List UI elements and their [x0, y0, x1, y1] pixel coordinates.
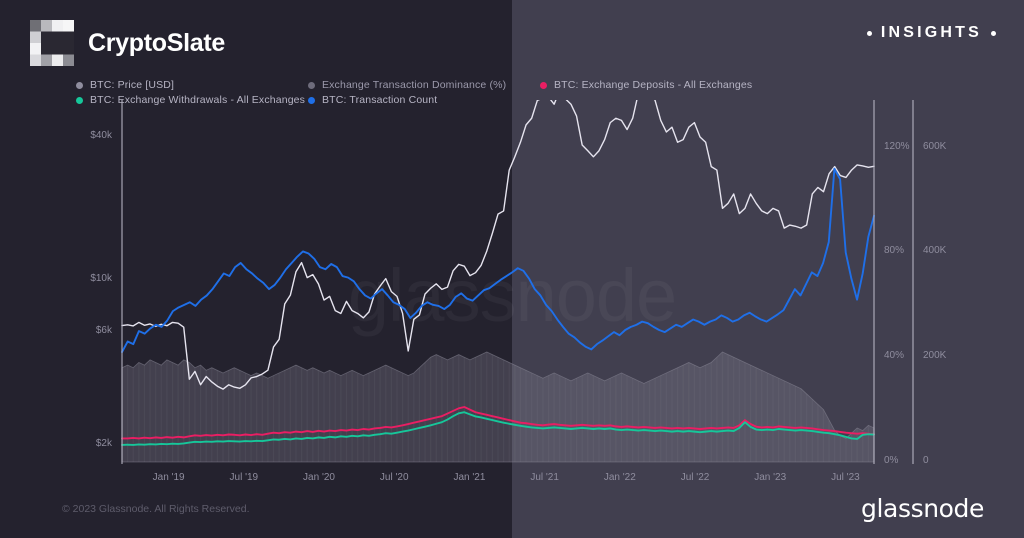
insights-label: INSIGHTS	[880, 24, 982, 41]
x-tick-label: Jul '19	[229, 472, 259, 483]
bullet-left-icon	[866, 30, 872, 36]
y-tick-dominance: 40%	[884, 350, 905, 362]
series-line-deposits	[121, 406, 875, 440]
legend-item-withdrawals[interactable]: BTC: Exchange Withdrawals - All Exchange…	[76, 94, 305, 106]
x-tick-label: Jul '20	[379, 472, 409, 483]
legend-dot-icon	[308, 81, 315, 89]
series-line-withdrawals	[121, 411, 875, 446]
chart-legend: BTC: Price [USD] BTC: Exchange Withdrawa…	[76, 79, 876, 109]
y-tick-count: 600K	[923, 140, 947, 152]
x-tick-label: Jul '22	[680, 472, 710, 483]
x-tick-label: Jul '23	[831, 472, 860, 483]
bullet-right-icon	[991, 30, 996, 36]
legend-label: BTC: Transaction Count	[322, 94, 438, 106]
series-line-price	[121, 100, 875, 390]
brand-name: CryptoSlate	[88, 28, 226, 57]
legend-dot-icon	[540, 81, 547, 89]
legend-dot-icon	[76, 96, 83, 104]
copyright-text: © 2023 Glassnode. All Rights Reserved.	[62, 503, 250, 515]
legend-item-deposits[interactable]: BTC: Exchange Deposits - All Exchanges	[540, 79, 752, 91]
y-tick-dominance: 0%	[884, 455, 899, 466]
y-tick-dominance: 120%	[884, 140, 910, 152]
x-tick-label: Jan '21	[453, 472, 486, 483]
x-tick-label: Jan '23	[754, 472, 787, 483]
y-tick-dominance: 80%	[884, 245, 905, 257]
legend-item-transaction-count[interactable]: BTC: Transaction Count	[308, 94, 437, 106]
footer: © 2023 Glassnode. All Rights Reserved. g…	[0, 490, 1024, 538]
chart-area: glassnode $40k$10k$6k$2k120%80%40%0%600K…	[0, 100, 1024, 490]
x-tick-label: Jul '21	[530, 472, 559, 483]
legend-item-price[interactable]: BTC: Price [USD]	[76, 79, 174, 91]
series-area-dominance	[121, 351, 875, 463]
insights-badge: INSIGHTS	[866, 24, 996, 42]
background-panel-light	[512, 0, 1024, 538]
y-tick-price: $6k	[95, 325, 112, 337]
legend-label: BTC: Exchange Deposits - All Exchanges	[554, 79, 753, 91]
cryptoslate-pixel-c-logo-icon	[30, 20, 74, 66]
y-tick-count: 0	[923, 455, 929, 466]
chart-plot	[121, 100, 914, 464]
brand: CryptoSlate	[30, 20, 225, 66]
legend-label: Exchange Transaction Dominance (%)	[322, 79, 507, 91]
header: CryptoSlate INSIGHTS	[0, 0, 1024, 76]
background-panel-dark	[0, 0, 512, 538]
legend-dot-icon	[308, 96, 315, 104]
y-tick-price: $2k	[95, 438, 112, 450]
y-tick-price: $10k	[90, 272, 112, 284]
glassnode-wordmark: glassnode	[861, 494, 984, 523]
x-tick-label: Jan '22	[603, 472, 636, 483]
series-line-transaction-count	[121, 167, 875, 353]
legend-item-dominance[interactable]: Exchange Transaction Dominance (%)	[308, 79, 506, 91]
legend-label: BTC: Exchange Withdrawals - All Exchange…	[90, 94, 306, 106]
x-tick-label: Jan '19	[152, 472, 185, 483]
legend-dot-icon	[76, 81, 83, 89]
y-tick-count: 400K	[923, 245, 947, 257]
y-tick-price: $40k	[90, 129, 112, 141]
x-tick-label: Jan '20	[303, 472, 335, 483]
y-tick-count: 200K	[923, 350, 947, 362]
legend-label: BTC: Price [USD]	[90, 79, 175, 91]
